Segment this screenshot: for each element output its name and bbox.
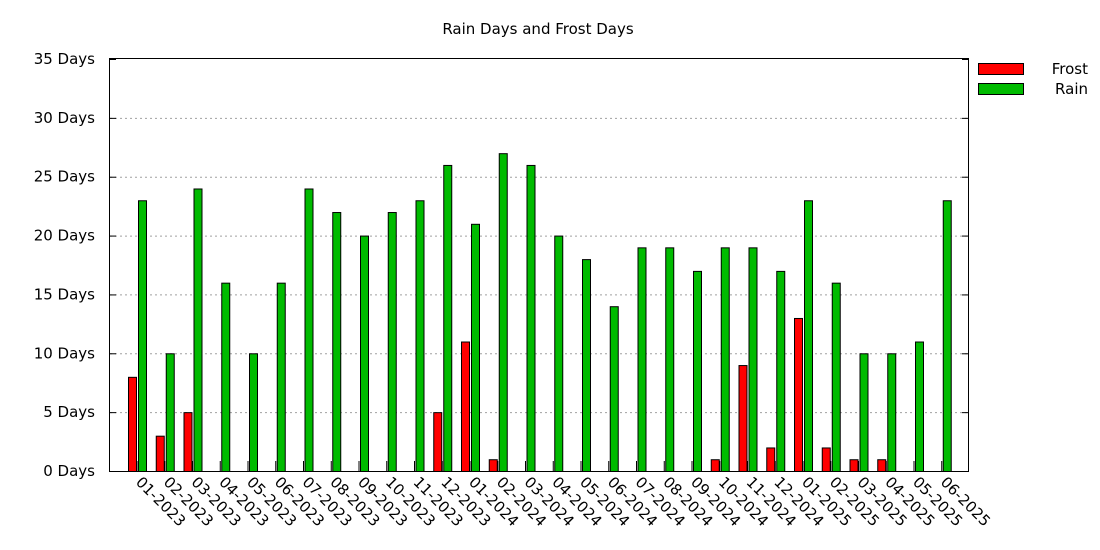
bar-rain: [360, 235, 369, 472]
bar-rain: [637, 247, 647, 472]
legend: Frost Rain: [978, 60, 1088, 98]
y-tick-label: 35 Days: [34, 50, 95, 68]
bar-rain: [776, 270, 786, 472]
bar-frost: [794, 317, 803, 472]
bar-rain: [193, 188, 203, 472]
bar-rain: [748, 247, 758, 472]
bar-rain: [665, 247, 675, 472]
bar-rain: [609, 306, 619, 473]
y-tick-label: 15 Days: [34, 285, 95, 303]
y-tick-label: 30 Days: [34, 109, 95, 127]
bar-frost: [461, 341, 470, 472]
bar-rain: [165, 353, 175, 472]
bar-frost: [128, 376, 137, 473]
bar-frost: [710, 459, 720, 473]
bar-rain: [221, 282, 231, 472]
bars: [128, 153, 952, 473]
bar-frost: [433, 412, 443, 472]
bar-rain: [249, 353, 258, 472]
bar-frost: [738, 365, 748, 472]
bar-rain: [276, 282, 286, 472]
bar-rain: [332, 212, 342, 472]
bar-rain: [498, 153, 508, 473]
bar-rain: [859, 353, 869, 472]
legend-swatch-rain: [978, 83, 1024, 95]
legend-label-frost: Frost: [1052, 60, 1088, 78]
bar-frost: [821, 447, 831, 473]
bar-rain: [471, 223, 480, 472]
bar-rain: [582, 259, 591, 472]
bar-rain: [942, 200, 952, 472]
bar-frost: [849, 459, 859, 473]
bar-rain: [138, 200, 147, 472]
y-tick-label: 0 Days: [43, 462, 95, 480]
legend-label-rain: Rain: [1055, 80, 1088, 98]
y-tick-label: 10 Days: [34, 344, 95, 362]
bar-frost: [155, 435, 165, 472]
bar-rain: [526, 164, 536, 472]
bar-rain: [693, 270, 702, 472]
plot-frame: [109, 58, 969, 472]
bar-rain: [304, 188, 314, 472]
bar-rain: [887, 353, 897, 472]
y-tick-label: 5 Days: [43, 403, 95, 421]
chart-title: Rain Days and Frost Days: [442, 20, 634, 38]
grid-layer: [110, 117, 968, 414]
x-axis: 01-202302-202303-202304-202305-202306-20…: [132, 461, 994, 530]
bar-frost: [183, 412, 193, 472]
bar-frost: [766, 447, 776, 473]
bar-frost: [877, 459, 887, 473]
bar-rain: [554, 235, 564, 472]
bar-rain: [720, 247, 730, 472]
legend-swatch-frost: [978, 63, 1024, 75]
y-tick-label: 20 Days: [34, 227, 95, 245]
bar-rain: [415, 200, 425, 472]
y-axis: 0 Days 5 Days 10 Days 15 Days 20 Days 25 Days…: [34, 50, 968, 480]
y-tick-label: 25 Days: [34, 168, 95, 186]
bar-frost: [488, 459, 498, 473]
bar-rain: [804, 200, 813, 472]
bar-rain: [387, 212, 397, 472]
bar-rain: [443, 164, 453, 472]
bar-rain: [831, 282, 841, 472]
bar-rain: [915, 341, 924, 472]
